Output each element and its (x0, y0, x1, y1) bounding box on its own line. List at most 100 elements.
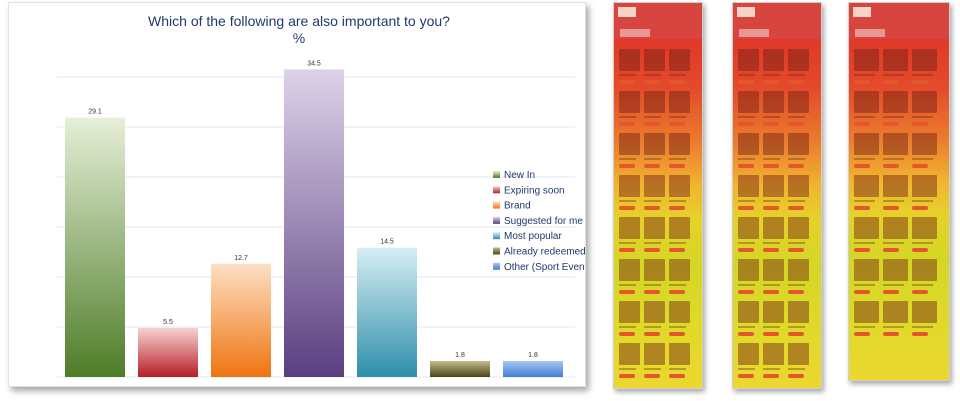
offer-tile (788, 259, 809, 281)
offer-tile (912, 133, 937, 155)
offer-text-line (738, 116, 755, 118)
offer-text-line (644, 284, 661, 286)
offer-text-line (883, 284, 904, 286)
offer-text-line (619, 326, 636, 328)
offer-tile (854, 175, 879, 197)
offer-tile (644, 133, 665, 155)
offer-button (669, 80, 685, 84)
offer-button (854, 122, 870, 126)
offer-tile (788, 49, 809, 71)
offer-tile (763, 175, 784, 197)
offer-tile (854, 91, 879, 113)
offer-tile (669, 343, 690, 365)
offer-tile (738, 175, 759, 197)
offer-tile (854, 259, 879, 281)
offer-button (738, 248, 754, 252)
offer-button (644, 122, 660, 126)
data-label: 1.8 (455, 352, 465, 359)
offer-button (854, 248, 870, 252)
offer-button (763, 332, 779, 336)
offer-button (669, 374, 685, 378)
offer-text-line (619, 200, 636, 202)
offer-text-line (763, 158, 780, 160)
offer-button (619, 290, 635, 294)
offer-button (669, 248, 685, 252)
offer-tile (854, 301, 879, 323)
heatmap-overlay (849, 3, 949, 380)
offer-tile (669, 301, 690, 323)
offer-text-line (763, 284, 780, 286)
offer-text-line (912, 200, 933, 202)
legend-label: Most popular (504, 231, 562, 242)
offer-button (883, 332, 899, 336)
bar-brand (211, 263, 271, 377)
offer-tile (644, 217, 665, 239)
offer-text-line (763, 326, 780, 328)
bar-most-popular (357, 247, 417, 377)
offer-tile (788, 217, 809, 239)
offer-text-line (912, 284, 933, 286)
offer-tile (883, 91, 908, 113)
offer-text-line (788, 326, 805, 328)
heatmap-screenshot-offers (613, 2, 703, 389)
legend-label: Expiring soon (504, 185, 565, 196)
offer-button (669, 164, 685, 168)
site-logo (737, 7, 755, 17)
offer-button (738, 374, 754, 378)
offer-text-line (669, 158, 686, 160)
offer-text-line (669, 200, 686, 202)
data-labels: 29.1 5.5 12.7 34.5 14.5 1.8 1.8 (88, 60, 538, 358)
offer-button (738, 164, 754, 168)
offer-button (763, 248, 779, 252)
offer-button (788, 206, 804, 210)
offer-button (644, 248, 660, 252)
offer-tile (883, 301, 908, 323)
legend-swatch (493, 171, 500, 178)
offer-button (763, 164, 779, 168)
offer-button (883, 164, 899, 168)
offer-text-line (738, 242, 755, 244)
offer-button (644, 374, 660, 378)
offer-tile (738, 133, 759, 155)
legend-label: New In (504, 170, 535, 181)
offer-button (854, 290, 870, 294)
data-label: 34.5 (307, 60, 321, 67)
offer-text-line (883, 200, 904, 202)
offer-button (669, 122, 685, 126)
offer-tile (854, 217, 879, 239)
offer-tile (619, 259, 640, 281)
offer-tile (644, 259, 665, 281)
bar-chart-panel: Which of the following are also importan… (8, 2, 586, 387)
legend-label: Suggested for me (504, 216, 583, 227)
offer-text-line (883, 158, 904, 160)
offer-tile (854, 133, 879, 155)
offer-tile (788, 91, 809, 113)
offer-tile (669, 133, 690, 155)
offer-text-line (738, 74, 755, 76)
offer-button (883, 122, 899, 126)
offer-text-line (788, 158, 805, 160)
offer-tile (763, 91, 784, 113)
offer-tile (763, 133, 784, 155)
offer-text-line (912, 158, 933, 160)
data-label: 1.8 (528, 352, 538, 359)
offer-tile (788, 175, 809, 197)
offer-tile (738, 49, 759, 71)
offer-button (788, 122, 804, 126)
offer-button (644, 332, 660, 336)
offer-button (738, 80, 754, 84)
offer-button (669, 332, 685, 336)
offer-text-line (619, 284, 636, 286)
offer-text-line (644, 242, 661, 244)
heatmap-screenshot-events (732, 2, 822, 389)
offer-tile (619, 217, 640, 239)
section-heading (739, 29, 769, 37)
offer-text-line (854, 200, 875, 202)
data-label: 14.5 (380, 239, 394, 246)
section-heading (620, 29, 650, 37)
offer-tile (763, 49, 784, 71)
heatmap-screenshot-auctions (848, 2, 950, 381)
offer-text-line (619, 116, 636, 118)
offer-tile (738, 343, 759, 365)
offer-text-line (912, 116, 933, 118)
